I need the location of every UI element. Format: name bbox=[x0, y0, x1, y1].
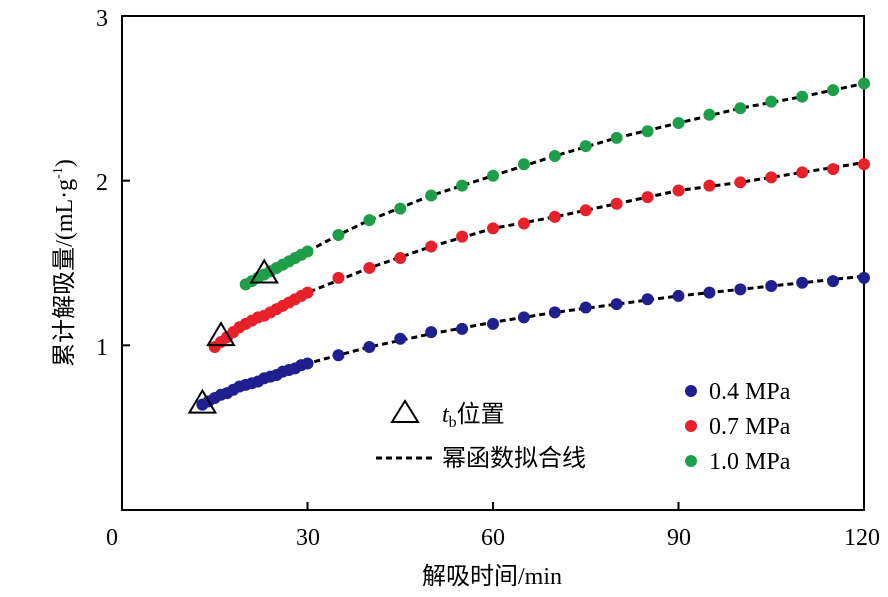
data-point-series-1 bbox=[332, 271, 345, 284]
data-point-series-2 bbox=[425, 189, 438, 202]
tb-marker-2 bbox=[249, 258, 279, 284]
axis-ticks bbox=[121, 15, 865, 510]
data-point-series-0 bbox=[672, 289, 685, 302]
legend-tb-t: t bbox=[442, 402, 450, 428]
fit-lines bbox=[201, 82, 865, 406]
y-tick-label: 1 bbox=[96, 335, 108, 361]
data-point-series-0 bbox=[765, 280, 778, 293]
data-point-series-2 bbox=[641, 125, 654, 138]
data-point-series-2 bbox=[734, 102, 747, 115]
data-point-series-2 bbox=[363, 214, 376, 227]
data-point-series-0 bbox=[734, 283, 747, 296]
tb-marker-1 bbox=[206, 321, 236, 347]
data-point-series-2 bbox=[796, 90, 809, 103]
data-point-series-1 bbox=[363, 261, 376, 274]
y-axis-label-sup: -1 bbox=[51, 167, 66, 179]
data-point-series-2 bbox=[332, 229, 345, 242]
data-point-series-0 bbox=[703, 286, 716, 299]
y-tick-label: 2 bbox=[96, 170, 108, 196]
data-point-series-1 bbox=[672, 184, 685, 197]
data-point-series-2 bbox=[579, 140, 592, 153]
x-tick-label: 90 bbox=[667, 525, 691, 551]
legend-series-0.7: 0.7 MPa bbox=[709, 414, 791, 440]
data-point-series-1 bbox=[579, 204, 592, 217]
data-point-series-2 bbox=[858, 77, 870, 90]
tb-markers bbox=[187, 258, 279, 414]
data-point-series-2 bbox=[301, 245, 314, 258]
data-point-series-0 bbox=[858, 271, 870, 284]
data-point-series-0 bbox=[425, 326, 438, 339]
x-tick-label: 60 bbox=[481, 525, 505, 551]
data-point-series-2 bbox=[827, 84, 840, 97]
data-point-series-1 bbox=[796, 166, 809, 179]
data-point-series-1 bbox=[765, 171, 778, 184]
data-point-series-1 bbox=[548, 210, 561, 223]
x-axis-label: 解吸时间/min bbox=[422, 563, 562, 590]
tb-marker-0 bbox=[187, 388, 218, 414]
legend-marker-1.0 bbox=[685, 455, 697, 467]
data-point-series-2 bbox=[517, 158, 530, 171]
data-point-series-2 bbox=[703, 108, 716, 121]
legend-marker-0.4 bbox=[685, 385, 697, 397]
data-point-series-1 bbox=[456, 230, 469, 243]
legend-tb-triangle-icon bbox=[390, 399, 420, 423]
data-point-series-0 bbox=[641, 293, 654, 306]
data-point-series-1 bbox=[827, 163, 840, 176]
data-point-series-0 bbox=[548, 306, 561, 319]
data-point-series-0 bbox=[796, 276, 809, 289]
legend-series-0.4: 0.4 MPa bbox=[709, 379, 791, 405]
data-point-series-2 bbox=[610, 131, 623, 144]
data-point-series-2 bbox=[456, 179, 469, 192]
data-point-series-1 bbox=[858, 158, 870, 171]
data-point-series-1 bbox=[487, 222, 499, 235]
data-point-series-1 bbox=[703, 179, 716, 192]
data-point-series-1 bbox=[394, 252, 407, 265]
data-point-series-2 bbox=[394, 202, 407, 215]
data-point-series-0 bbox=[579, 301, 592, 314]
legend-tb-sub: b bbox=[449, 414, 457, 431]
fit-line-2 bbox=[244, 82, 865, 286]
data-point-series-1 bbox=[301, 286, 314, 299]
legend-marker-0.7 bbox=[685, 420, 697, 432]
data-point-series-1 bbox=[517, 217, 530, 230]
x-tick-label: 0 bbox=[106, 525, 118, 551]
data-point-series-0 bbox=[487, 317, 499, 330]
legend-tb-suffix: 位置 bbox=[457, 401, 505, 428]
data-point-series-2 bbox=[487, 169, 499, 182]
data-point-series-2 bbox=[548, 149, 561, 162]
data-point-series-0 bbox=[394, 332, 407, 345]
y-axis-label-close: ) bbox=[52, 159, 78, 167]
data-point-series-0 bbox=[610, 298, 623, 311]
data-point-series-1 bbox=[734, 176, 747, 189]
x-tick-label: 120 bbox=[844, 525, 880, 551]
data-point-series-1 bbox=[641, 191, 654, 204]
x-tick-label: 30 bbox=[296, 525, 320, 551]
y-axis-label: 累计解吸量/(mL·g-1) bbox=[51, 159, 78, 367]
legend-series-1.0: 1.0 MPa bbox=[709, 449, 791, 475]
legend-tb-label: tb位置 bbox=[442, 401, 505, 431]
legend-fit-label: 幂函数拟合线 bbox=[442, 445, 586, 472]
data-point-series-1 bbox=[425, 240, 438, 253]
data-point-series-2 bbox=[765, 95, 778, 108]
data-point-series-0 bbox=[332, 349, 345, 362]
data-points bbox=[196, 77, 870, 411]
y-axis-label-main: 累计解吸量/(mL·g bbox=[51, 179, 78, 367]
data-point-series-0 bbox=[301, 357, 314, 370]
data-point-series-1 bbox=[610, 197, 623, 210]
data-point-series-0 bbox=[517, 311, 530, 324]
data-point-series-0 bbox=[456, 322, 469, 335]
data-point-series-0 bbox=[827, 275, 840, 288]
data-point-series-0 bbox=[363, 340, 376, 353]
y-tick-label: 3 bbox=[96, 6, 108, 32]
data-point-series-2 bbox=[672, 117, 685, 130]
